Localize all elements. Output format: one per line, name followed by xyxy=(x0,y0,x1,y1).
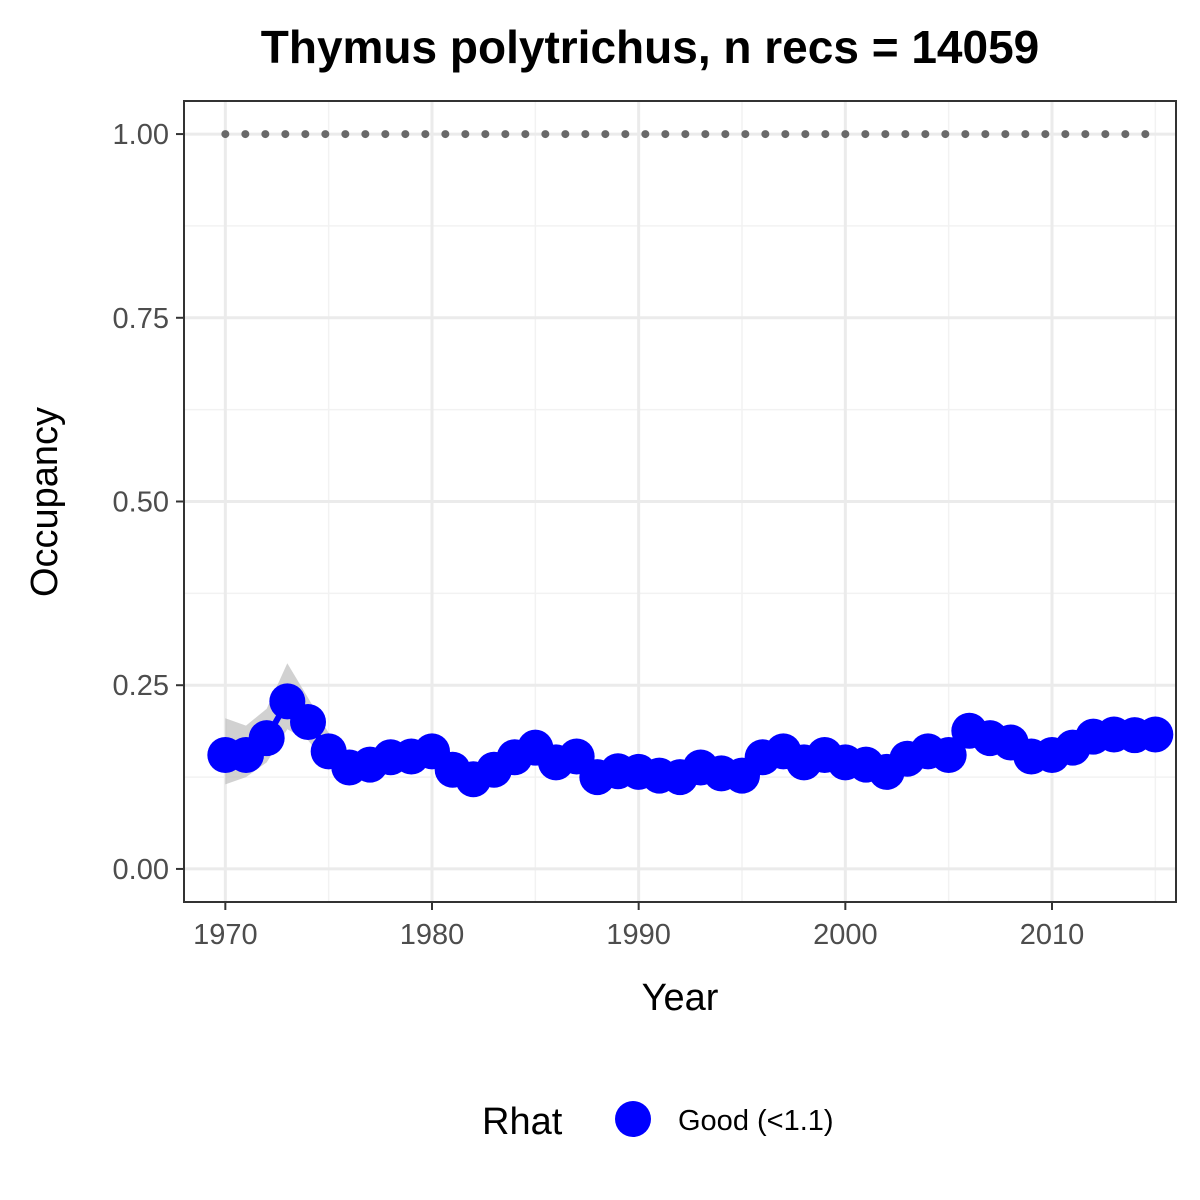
y-tick-label: 0.25 xyxy=(113,670,169,702)
x-axis-title: Year xyxy=(642,977,719,1019)
y-tick-label: 0.50 xyxy=(113,487,169,519)
legend-key-good xyxy=(615,1101,651,1137)
data-point xyxy=(1137,716,1174,753)
legend-title: Rhat xyxy=(482,1101,563,1143)
series-points xyxy=(207,683,1174,798)
y-tick-label: 0.00 xyxy=(113,854,169,886)
data-point xyxy=(248,720,285,757)
y-axis-ticks: 0.00 0.25 0.50 0.75 1.00 xyxy=(113,119,184,886)
legend-label-good: Good (<1.1) xyxy=(678,1105,834,1137)
x-tick-label: 2010 xyxy=(1020,919,1085,951)
x-tick-label: 1970 xyxy=(193,919,258,951)
data-point xyxy=(930,737,967,774)
x-tick-label: 2000 xyxy=(813,919,878,951)
x-tick-label: 1980 xyxy=(400,919,465,951)
legend: Rhat Good (<1.1) xyxy=(482,1101,834,1143)
y-axis-title: Occupancy xyxy=(24,407,66,597)
data-point xyxy=(290,703,326,740)
y-tick-label: 1.00 xyxy=(113,119,169,151)
chart-title: Thymus polytrichus, n recs = 14059 xyxy=(261,21,1040,73)
x-axis-ticks: 1970 1980 1990 2000 2010 xyxy=(193,902,1084,951)
x-tick-label: 1990 xyxy=(606,919,671,951)
y-tick-label: 0.75 xyxy=(113,303,169,335)
